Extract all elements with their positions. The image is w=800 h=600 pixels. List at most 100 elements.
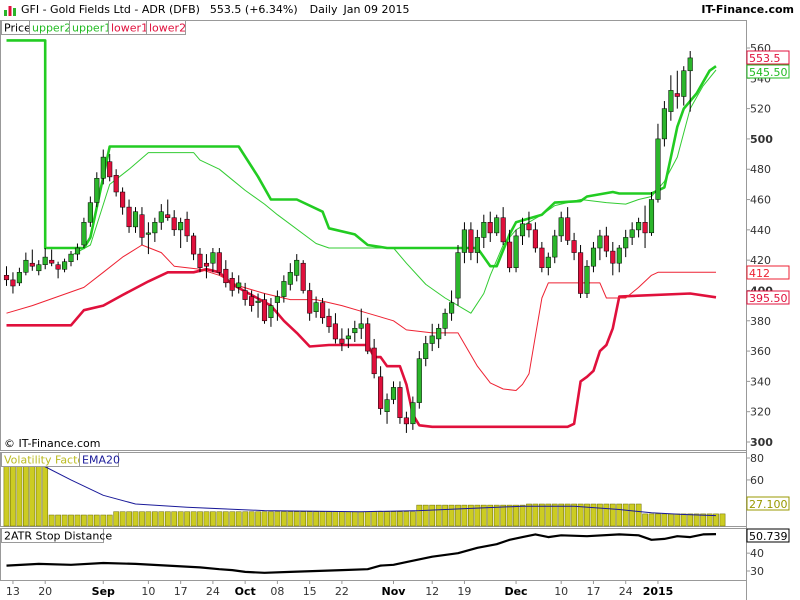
- atr-legend: 2ATR Stop Distance: [1, 528, 112, 543]
- candle-body: [519, 223, 526, 237]
- last-price-tag-box: [746, 50, 790, 65]
- candle-body: [113, 175, 119, 193]
- volatility-bar: [248, 511, 255, 527]
- volatility-tag: 27.100: [749, 498, 788, 511]
- volatility-bar: [493, 504, 500, 527]
- upper1-tag-box: [746, 64, 790, 79]
- volatility-bar: [526, 503, 532, 527]
- candle-body: [532, 229, 538, 249]
- candle-body: [455, 252, 461, 299]
- x-tick-label: Oct: [235, 585, 256, 598]
- volatility-bar: [339, 511, 345, 527]
- ema20-line: [6, 455, 717, 517]
- volatility-bar: [377, 511, 384, 527]
- lower2-tag-box: [746, 290, 790, 305]
- watermark: © IT-Finance.com: [4, 437, 101, 450]
- volatility-bar: [648, 513, 655, 527]
- x-axis: 13 20 Sep 10 17 24 Oct 08 15 22 Nov 12 19 Dec 10 17 24 20…: [6, 580, 673, 598]
- candle-body: [313, 302, 319, 312]
- volatility-bar: [680, 513, 687, 527]
- atr-tick-label: 30: [750, 565, 764, 578]
- volatility-legend: Volatility Factor EMA20: [1, 452, 120, 467]
- candle-body: [300, 262, 306, 291]
- period: Daily: [309, 3, 338, 16]
- candle-body: [332, 323, 338, 340]
- x-tick-label: 24: [206, 585, 220, 598]
- volatility-bar: [397, 511, 403, 527]
- volatility-bar: [306, 511, 313, 527]
- x-tick-label: 20: [38, 585, 52, 598]
- lower2-tag: 395.50: [749, 292, 788, 305]
- candle-body: [597, 235, 603, 249]
- atr-tick-label: 40: [750, 547, 764, 560]
- candle-body: [397, 387, 403, 418]
- candle-body: [16, 272, 22, 284]
- volatility-bar: [429, 504, 436, 527]
- volatility-bar: [519, 504, 526, 527]
- upper1-line: [70, 69, 717, 314]
- upper1-tag: 545.50: [749, 66, 788, 79]
- price-tick-label: 380: [750, 315, 771, 328]
- price-tick-label: 480: [750, 163, 771, 176]
- candle-body: [449, 302, 455, 314]
- atr-tag-box: [746, 528, 790, 543]
- volatility-bar: [629, 503, 635, 527]
- candle-body: [636, 222, 642, 231]
- candle-body: [36, 264, 42, 272]
- volatility-bar: [132, 511, 139, 527]
- volatility-bar: [384, 511, 390, 527]
- atr-tag: 50.739: [749, 530, 788, 543]
- volatility-bar: [203, 511, 210, 527]
- candle-body: [249, 296, 255, 306]
- volatility-bar: [145, 511, 152, 527]
- candle-body: [442, 312, 448, 329]
- volatility-bar: [545, 503, 552, 527]
- candle-body: [616, 247, 622, 264]
- candle-body: [281, 281, 287, 297]
- volatility-bar: [171, 511, 178, 527]
- x-tick-label: 13: [6, 585, 20, 598]
- x-tick-label: 24: [619, 585, 633, 598]
- volatility-bar: [126, 511, 132, 527]
- volatility-bar: [571, 503, 577, 527]
- candle-body: [294, 259, 300, 276]
- volatility-bar: [551, 503, 558, 527]
- volatility-bar: [261, 511, 268, 527]
- atr-line: [6, 533, 717, 574]
- candle-body: [661, 108, 667, 140]
- price-tick-label: 500: [750, 133, 773, 146]
- candle-body: [590, 247, 597, 267]
- volatility-bar: [480, 504, 487, 527]
- volatility-bar: [693, 513, 700, 527]
- volatility-bar: [435, 504, 442, 527]
- candle-body: [152, 222, 158, 234]
- last-change: 553.5 (+6.34%): [209, 3, 298, 16]
- candle-body: [487, 222, 493, 234]
- candle-body: [571, 240, 577, 253]
- chart-header: GFI - Gold Fields Ltd - ADR (DFB) 553.5 (…: [0, 0, 800, 20]
- volatility-bar: [216, 511, 223, 527]
- candle-body: [132, 211, 139, 228]
- candle-body: [139, 214, 145, 238]
- candle-body: [674, 93, 680, 97]
- candle-body: [62, 261, 68, 270]
- volatility-bar: [197, 511, 203, 527]
- candle-body: [261, 299, 268, 322]
- candle-body: [236, 282, 242, 288]
- candle-body: [120, 191, 126, 208]
- volatility-bar: [113, 511, 120, 527]
- volatility-bar: [268, 511, 274, 527]
- volatility-bar: [287, 511, 294, 527]
- candle-body: [565, 217, 571, 241]
- x-tick-label: Dec: [504, 585, 527, 598]
- volatility-bar: [390, 511, 397, 527]
- legend-atr: 2ATR Stop Distance: [4, 530, 112, 543]
- candle-body: [539, 247, 545, 268]
- volatility-bar: [442, 504, 448, 527]
- candle-body: [507, 241, 513, 269]
- candle-body: [655, 138, 661, 200]
- volatility-bar: [584, 503, 590, 527]
- volatility-bar: [603, 503, 610, 527]
